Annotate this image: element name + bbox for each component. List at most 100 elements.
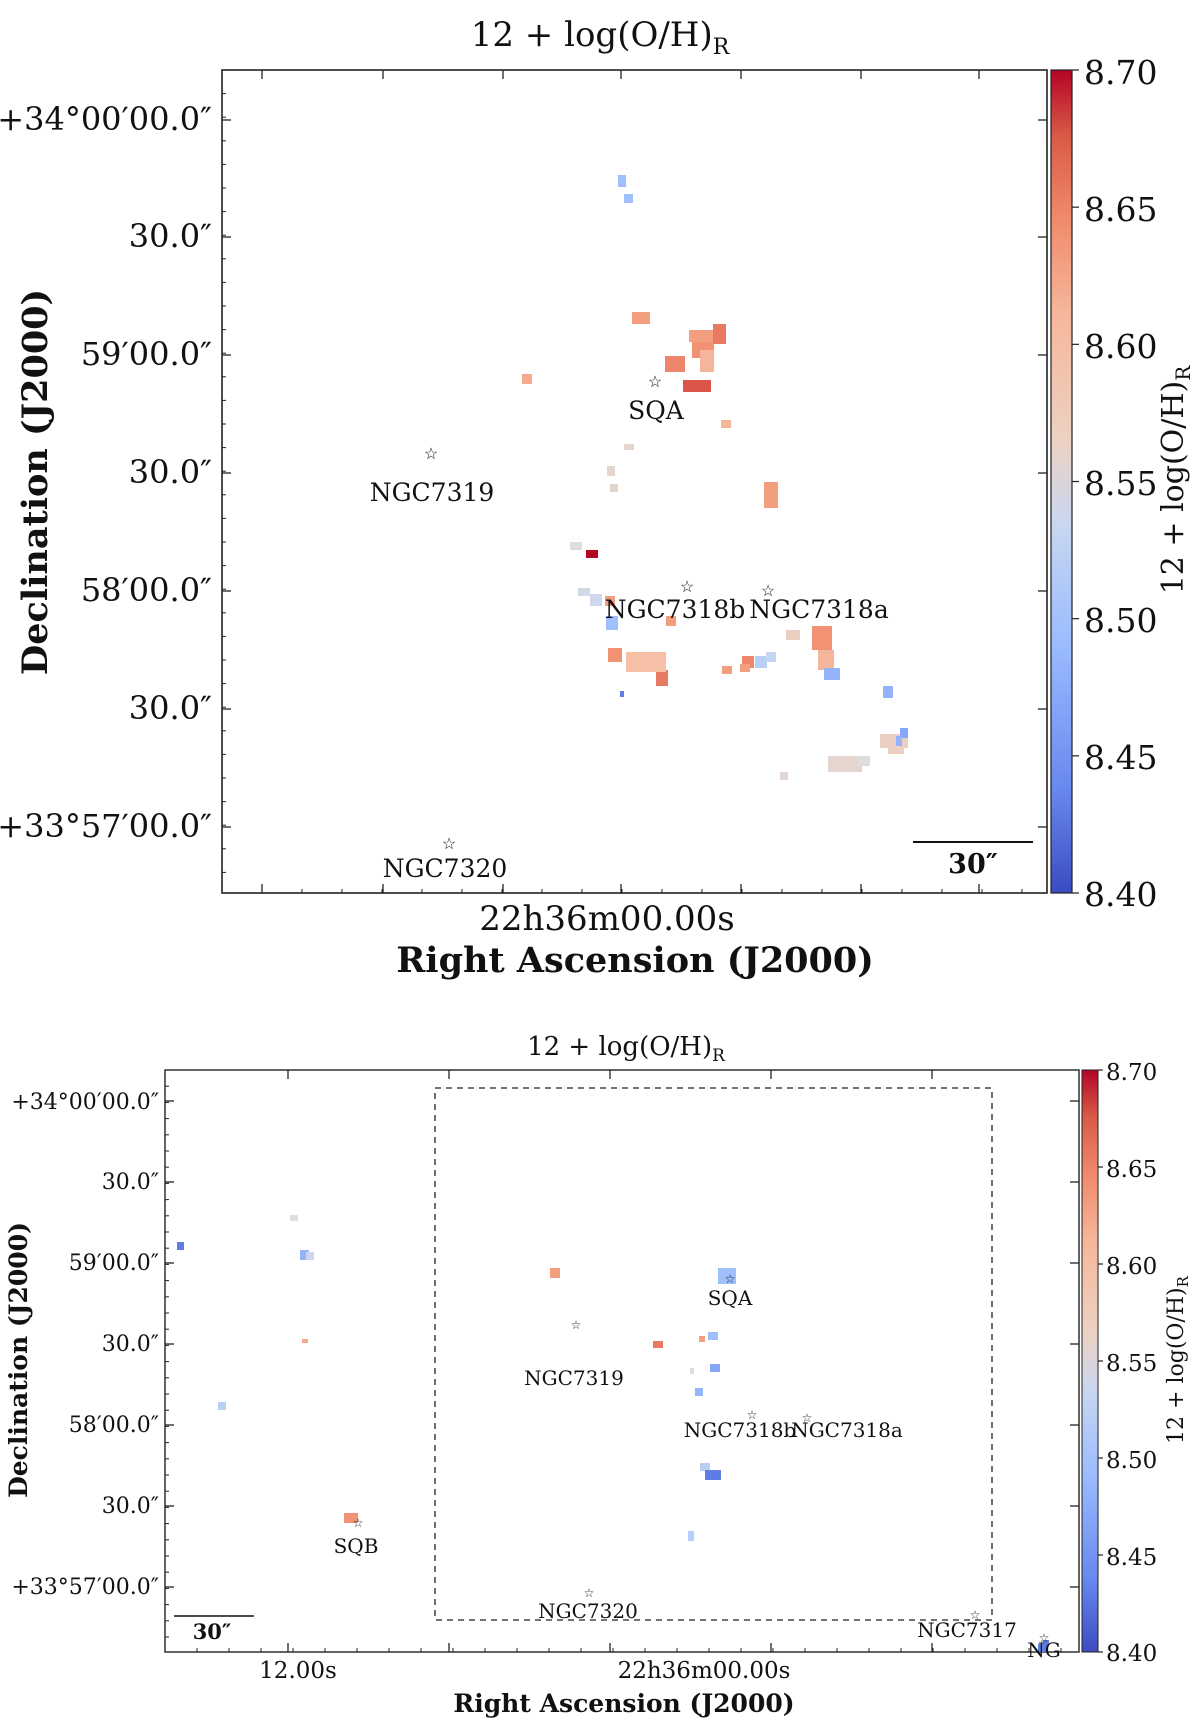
star-marker: ☆ bbox=[353, 1516, 364, 1530]
metallicity-region bbox=[666, 616, 676, 626]
metallicity-region bbox=[740, 664, 750, 672]
star-marker: ☆ bbox=[571, 1318, 582, 1332]
metallicity-region bbox=[590, 594, 602, 606]
label-ngc7319: NGC7319 bbox=[370, 478, 495, 507]
y-tick-label: 30.0″ bbox=[129, 689, 212, 727]
panel-top-x-axis-label: Right Ascension (J2000) bbox=[396, 940, 874, 981]
metallicity-region bbox=[824, 668, 840, 680]
colorbar-tick-label: 8.45 bbox=[1084, 738, 1157, 777]
star-marker: ☆ bbox=[802, 1411, 813, 1425]
panel-top-scalebar-label: 30″ bbox=[948, 849, 998, 880]
colorbar-tick-label: 8.55 bbox=[1106, 1351, 1157, 1377]
metallicity-region bbox=[708, 1332, 718, 1340]
colorbar-tick-label: 8.70 bbox=[1084, 53, 1157, 92]
colorbar-gradient bbox=[1081, 1069, 1099, 1653]
metallicity-region bbox=[653, 1341, 663, 1348]
panel-bottom-x-axis-label: Right Ascension (J2000) bbox=[453, 1689, 794, 1718]
metallicity-region bbox=[306, 1252, 314, 1260]
metallicity-region bbox=[605, 596, 615, 606]
metallicity-region bbox=[858, 756, 870, 766]
star-marker: ☆ bbox=[970, 1608, 981, 1622]
colorbar-ticks bbox=[1098, 1069, 1103, 1653]
y-tick-label: 59′00.0″ bbox=[69, 1251, 159, 1276]
metallicity-region bbox=[818, 650, 834, 670]
colorbar-tick-label: 8.65 bbox=[1084, 190, 1157, 229]
y-tick-label: 59′00.0″ bbox=[81, 335, 212, 373]
metallicity-region bbox=[290, 1215, 298, 1221]
star-marker: ☆ bbox=[680, 577, 694, 596]
metallicity-region bbox=[812, 626, 832, 650]
metallicity-region bbox=[586, 550, 598, 558]
star-marker: ☆ bbox=[648, 372, 662, 391]
metallicity-region bbox=[699, 1336, 705, 1342]
panel-top-tick-marks bbox=[222, 70, 1047, 893]
metallicity-region bbox=[844, 756, 860, 768]
colorbar-tick-label: 8.45 bbox=[1106, 1545, 1157, 1571]
label-ng: NG bbox=[1027, 1638, 1060, 1662]
metallicity-region bbox=[780, 772, 788, 780]
y-tick-label: 30.0″ bbox=[102, 1332, 159, 1357]
label-ngc7318a: NGC7318a bbox=[749, 595, 889, 624]
metallicity-region bbox=[713, 324, 726, 344]
y-tick-label: 30.0″ bbox=[129, 217, 212, 255]
y-tick-label: 58′00.0″ bbox=[81, 571, 212, 609]
star-marker: ☆ bbox=[725, 1272, 736, 1286]
metallicity-region bbox=[688, 1531, 694, 1541]
panel-bottom-galaxy-labels: ☆ SQA ☆ NGC7319 ☆ NGC7318b ☆ NGC7318a ☆ … bbox=[334, 1272, 1061, 1662]
metallicity-region bbox=[710, 1364, 720, 1372]
colorbar-tick-label: 8.70 bbox=[1106, 1060, 1157, 1086]
metallicity-region bbox=[620, 691, 624, 697]
metallicity-region bbox=[578, 588, 590, 596]
star-marker: ☆ bbox=[761, 581, 775, 600]
metallicity-region bbox=[768, 486, 778, 500]
panel-bottom-x-tick-label: 22h36m00.00s bbox=[618, 1658, 791, 1684]
metallicity-region bbox=[606, 616, 618, 630]
label-ngc7318b: NGC7318b bbox=[605, 595, 746, 624]
colorbar-label: 12 + log(O/H)R bbox=[1164, 1275, 1192, 1444]
colorbar-tick-label: 8.40 bbox=[1084, 875, 1157, 914]
metallicity-region bbox=[618, 175, 626, 187]
metallicity-region bbox=[607, 466, 615, 476]
star-marker: ☆ bbox=[1039, 1631, 1050, 1645]
y-tick-label: +33°57′00.0″ bbox=[11, 1575, 159, 1600]
panel-bottom-y-ticks: +34°00′00.0″ 30.0″ 59′00.0″ 30.0″ 58′00.… bbox=[11, 1090, 159, 1600]
metallicity-region bbox=[695, 1388, 703, 1396]
y-tick-label: 58′00.0″ bbox=[69, 1413, 159, 1438]
metallicity-region bbox=[570, 542, 582, 550]
y-tick-label: 30.0″ bbox=[102, 1494, 159, 1519]
y-tick-label: +34°00′00.0″ bbox=[11, 1090, 159, 1115]
metallicity-region bbox=[522, 374, 532, 384]
panel-bottom-scalebar-label: 30″ bbox=[193, 1619, 232, 1644]
metallicity-region bbox=[632, 312, 650, 324]
metallicity-region bbox=[690, 1368, 694, 1374]
panel-top: 12 + log(O/H)R ☆ SQA ☆ NGC7319 ☆ NGC7318… bbox=[0, 15, 1195, 981]
zoom-region-box bbox=[434, 1087, 993, 1621]
panel-top-x-tick-label: 22h36m00.00s bbox=[479, 899, 734, 939]
metallicity-region bbox=[608, 648, 622, 662]
panel-top-colorbar: 8.70 8.65 8.60 8.55 8.50 8.45 8.40 12 + … bbox=[1050, 53, 1195, 914]
panel-bottom: 12 + log(O/H)R ☆ SQA ☆ NGC7319 ☆ NGC7318… bbox=[4, 1032, 1192, 1718]
label-ngc7318b: NGC7318b bbox=[684, 1418, 796, 1442]
y-tick-label: 30.0″ bbox=[102, 1170, 159, 1195]
colorbar-tick-label: 8.65 bbox=[1106, 1157, 1157, 1183]
metallicity-region bbox=[177, 1242, 184, 1250]
label-ngc7320: NGC7320 bbox=[538, 1599, 638, 1623]
metallicity-region bbox=[624, 444, 634, 450]
metallicity-region bbox=[896, 736, 902, 746]
panel-bottom-plot-area bbox=[164, 1069, 1080, 1653]
colorbar-tick-label: 8.40 bbox=[1106, 1641, 1157, 1667]
metallicity-region bbox=[705, 1470, 721, 1480]
metallicity-region bbox=[1043, 1640, 1049, 1646]
label-sqb: SQB bbox=[334, 1534, 379, 1558]
metallicity-region bbox=[683, 380, 711, 392]
panel-top-y-axis-label: Declination (J2000) bbox=[15, 289, 56, 675]
panel-bottom-x-tick-label: 12.00s bbox=[259, 1658, 337, 1684]
panel-bottom-tick-marks bbox=[165, 1070, 1079, 1652]
metallicity-region bbox=[883, 686, 893, 698]
label-sqa: SQA bbox=[708, 1286, 753, 1310]
metallicity-region bbox=[300, 1250, 309, 1260]
colorbar-tick-label: 8.50 bbox=[1084, 601, 1157, 640]
star-marker: ☆ bbox=[424, 444, 438, 463]
metallicity-region bbox=[218, 1402, 226, 1410]
colorbar-ticks bbox=[1072, 69, 1079, 894]
